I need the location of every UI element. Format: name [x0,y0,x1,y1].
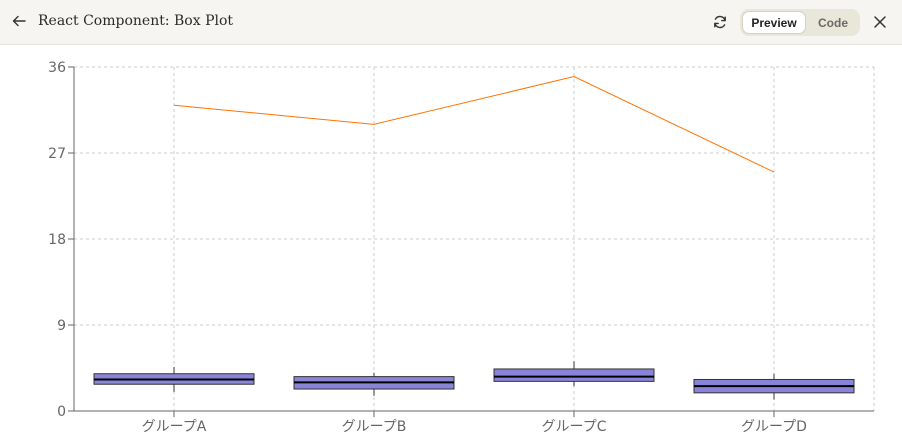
line-series [173,76,775,173]
close-icon [874,16,886,28]
view-toggle: Preview Code [740,9,860,36]
x-tick-label: グループC [542,419,607,435]
y-tick-label: 36 [48,60,66,76]
page-title: React Component: Box Plot [38,13,234,29]
x-tick-label: グループA [142,419,207,435]
y-tick-label: 27 [48,146,66,162]
y-tick-label: 0 [57,404,66,420]
arrow-left-icon [12,15,26,27]
x-tick-label: グループB [342,419,407,435]
back-button[interactable] [8,10,30,32]
box [493,368,655,382]
refresh-icon [714,15,726,29]
y-tick-label: 18 [48,232,66,248]
close-button[interactable] [869,11,891,33]
y-tick-label: 9 [57,318,66,334]
x-tick-label: グループD [741,419,807,435]
box-plot-chart: 0 9 18 27 36 グループA グループB グループC グループD [48,60,875,435]
tab-code[interactable]: Code [818,15,848,30]
tab-preview[interactable]: Preview [742,11,806,34]
artifact-header: React Component: Box Plot Preview Code [0,0,902,45]
refresh-button[interactable] [709,11,731,33]
